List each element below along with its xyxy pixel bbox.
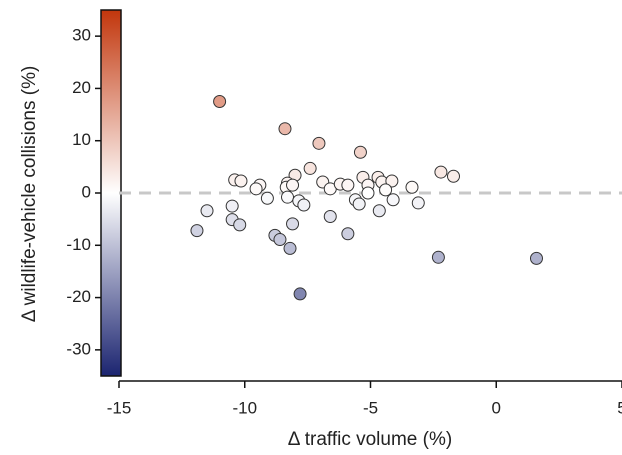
point — [286, 217, 300, 231]
point — [312, 136, 326, 150]
point — [200, 204, 214, 218]
point — [372, 204, 386, 218]
point — [361, 186, 375, 200]
point — [293, 287, 307, 301]
point — [385, 174, 399, 188]
point — [190, 224, 204, 238]
y-tick-label: 20 — [72, 78, 91, 97]
y-tick-label: -10 — [66, 235, 91, 254]
y-tick-label: -20 — [66, 287, 91, 306]
point — [213, 95, 227, 108]
x-tick-label: -10 — [232, 398, 257, 417]
point — [529, 251, 543, 265]
point — [353, 145, 367, 159]
x-tick-label: -5 — [363, 398, 378, 417]
x-axis-title: Δ traffic volume (%) — [288, 429, 452, 450]
point — [352, 197, 366, 211]
point — [386, 193, 400, 207]
point — [341, 178, 355, 192]
point — [411, 196, 425, 210]
y-axis-title: Δ wildlife-vehicle collisions (%) — [19, 66, 40, 323]
point — [323, 210, 337, 224]
point — [431, 250, 445, 264]
y-tick-label: 10 — [72, 130, 91, 149]
y-tick-label: 30 — [72, 26, 91, 45]
point — [234, 174, 248, 188]
point — [281, 190, 295, 204]
point — [303, 161, 317, 175]
point — [249, 182, 263, 196]
point — [446, 169, 460, 183]
x-tick-label: 5 — [617, 398, 622, 417]
point — [341, 227, 355, 241]
point — [405, 180, 419, 194]
point — [283, 241, 297, 255]
point — [286, 178, 300, 192]
colorbar — [100, 9, 122, 377]
point — [379, 183, 393, 197]
point — [434, 165, 448, 179]
y-tick-label: -30 — [66, 339, 91, 358]
point — [297, 198, 311, 212]
point — [225, 199, 239, 213]
point — [278, 122, 292, 136]
point — [273, 233, 287, 247]
y-tick-label: 0 — [82, 182, 91, 201]
x-tick-label: -15 — [107, 398, 132, 417]
point — [260, 191, 274, 205]
x-tick-label: 0 — [492, 398, 501, 417]
point — [233, 218, 247, 232]
